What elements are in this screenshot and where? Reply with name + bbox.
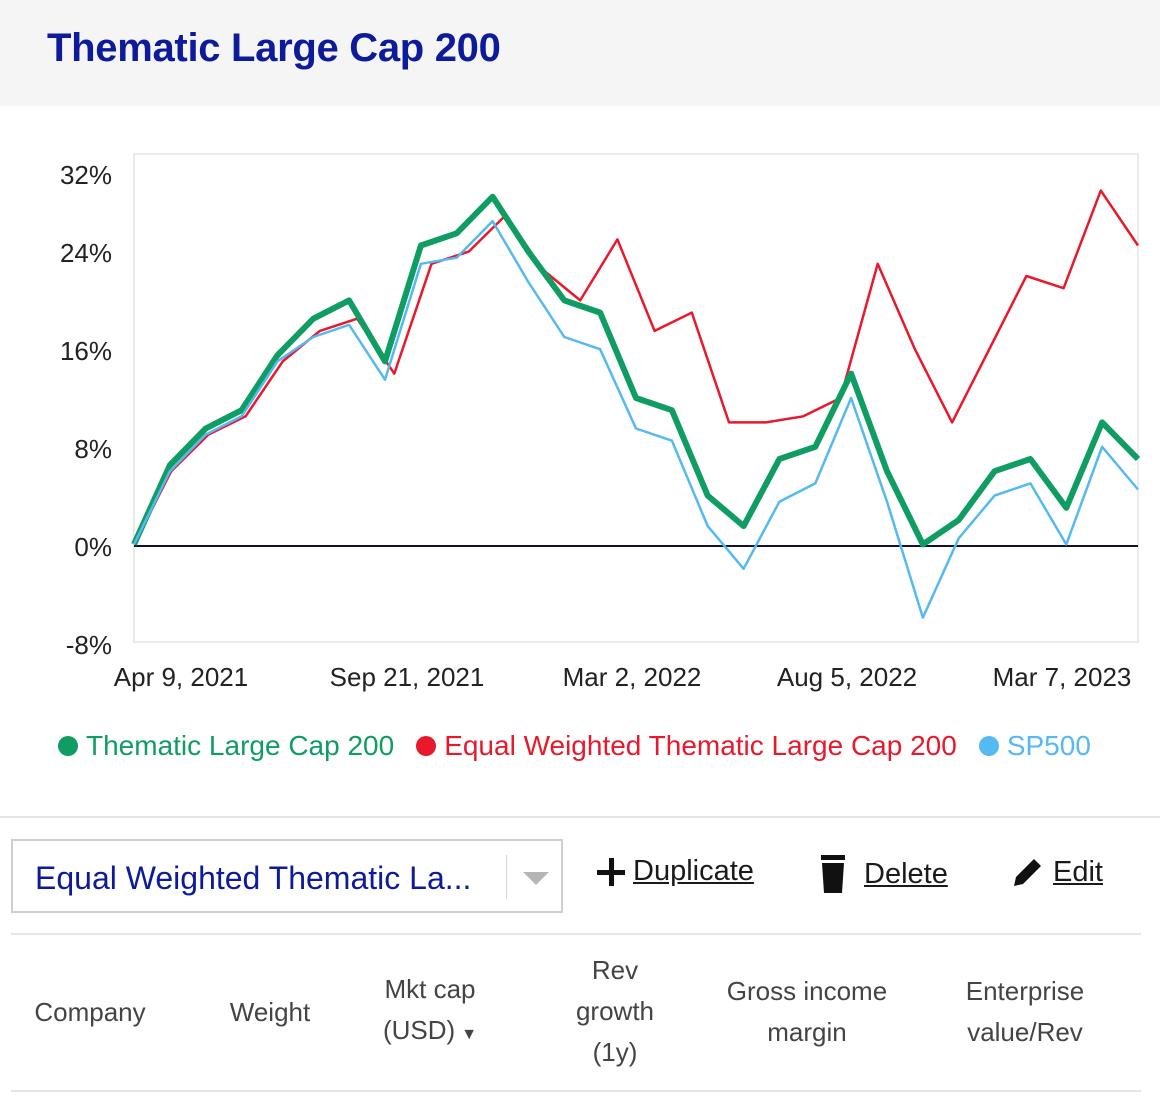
y-tick-label: 8% [74, 434, 112, 464]
legend-label: SP500 [1006, 730, 1091, 761]
x-tick-label: Apr 9, 2021 [114, 662, 248, 692]
sort-descending-icon[interactable]: ▼ [461, 1026, 478, 1043]
duplicate-button[interactable]: Duplicate [597, 855, 754, 888]
column-label-line2: margin [767, 1017, 847, 1047]
column-label-line1: Mkt cap [384, 974, 476, 1004]
column-header-company[interactable]: Company [20, 992, 160, 1033]
select-separator [506, 855, 507, 899]
x-tick-label: Mar 2, 2022 [563, 662, 702, 692]
legend-label: Thematic Large Cap 200 [86, 730, 395, 761]
page-title: Thematic Large Cap 200 [47, 26, 501, 70]
edit-button[interactable]: Edit [1011, 855, 1103, 889]
table-header-divider [11, 1090, 1141, 1092]
portfolio-toolbar: Equal Weighted Thematic La... Duplicate … [0, 835, 1160, 925]
performance-line-chart: 32% 24% 16% 8% 0% -8% Apr 9, 2021 Sep 21, 2021… [60, 153, 1141, 692]
x-axis-tick-labels: Apr 9, 2021 Sep 21, 2021 Mar 2, 2022 Aug 5,… [114, 662, 1132, 692]
portfolio-select[interactable]: Equal Weighted Thematic La... [11, 839, 563, 913]
series-line-equal-weighted-thematic-large-cap-200 [132, 189, 1140, 545]
column-label-line1: Rev [591, 955, 639, 985]
legend-label: Equal Weighted Thematic Large Cap 200 [444, 730, 957, 761]
column-label-line1: Enterprise [965, 976, 1085, 1006]
x-tick-label: Mar 7, 2023 [993, 662, 1132, 692]
table-top-divider [11, 933, 1141, 935]
x-tick-label: Aug 5, 2022 [777, 662, 917, 692]
column-label-line2: growth [575, 996, 655, 1026]
legend-dot-icon [978, 736, 999, 756]
plot-area-border [133, 153, 1139, 643]
duplicate-label: Duplicate [633, 855, 754, 887]
y-tick-label: 24% [60, 238, 112, 268]
column-label-line2: value/Rev [967, 1017, 1083, 1047]
x-tick-label: Sep 21, 2021 [330, 662, 485, 692]
column-label-line1: Gross income [726, 976, 888, 1006]
y-tick-label: 0% [74, 532, 112, 562]
pencil-icon [1014, 859, 1041, 886]
legend-item-sp500[interactable]: SP500 [978, 730, 1091, 762]
section-divider [0, 816, 1160, 818]
legend-item-thematic-large-cap-200[interactable]: Thematic Large Cap 200 [58, 730, 394, 762]
column-label: Weight [229, 997, 311, 1027]
delete-button[interactable]: Delete [818, 855, 948, 893]
portfolio-select-value: Equal Weighted Thematic La... [35, 860, 472, 896]
column-header-weight[interactable]: Weight [210, 992, 330, 1033]
delete-label: Delete [864, 857, 948, 890]
chevron-down-icon[interactable] [523, 872, 549, 885]
trash-icon [821, 855, 845, 893]
edit-label: Edit [1053, 855, 1103, 888]
chart-legend: Thematic Large Cap 200 Equal Weighted Th… [58, 730, 1091, 762]
plus-icon [597, 857, 625, 886]
y-tick-label: 16% [60, 336, 112, 366]
column-header-rev-growth[interactable]: Rev growth (1y) [540, 950, 690, 1073]
column-label-line2: (USD) [382, 1015, 456, 1045]
legend-dot-icon [416, 736, 437, 756]
series-line-sp500 [132, 219, 1139, 619]
column-header-enterprise-value-rev[interactable]: Enterprise value/Rev [930, 971, 1120, 1053]
column-header-gross-income-margin[interactable]: Gross income margin [700, 971, 914, 1053]
legend-item-equal-weighted[interactable]: Equal Weighted Thematic Large Cap 200 [416, 730, 957, 762]
legend-dot-icon [58, 736, 78, 756]
y-tick-label: 32% [60, 160, 112, 190]
series-line-thematic-large-cap-200 [131, 193, 1141, 548]
y-tick-label: -8% [66, 630, 112, 660]
series-lines [131, 189, 1141, 619]
page-header: Thematic Large Cap 200 [0, 0, 1160, 106]
column-header-mkt-cap[interactable]: Mkt cap (USD) ▼ [350, 969, 510, 1055]
column-label: Company [34, 997, 146, 1027]
column-label-line3: (1y) [592, 1037, 638, 1067]
y-axis-tick-labels: 32% 24% 16% 8% 0% -8% [60, 160, 112, 660]
